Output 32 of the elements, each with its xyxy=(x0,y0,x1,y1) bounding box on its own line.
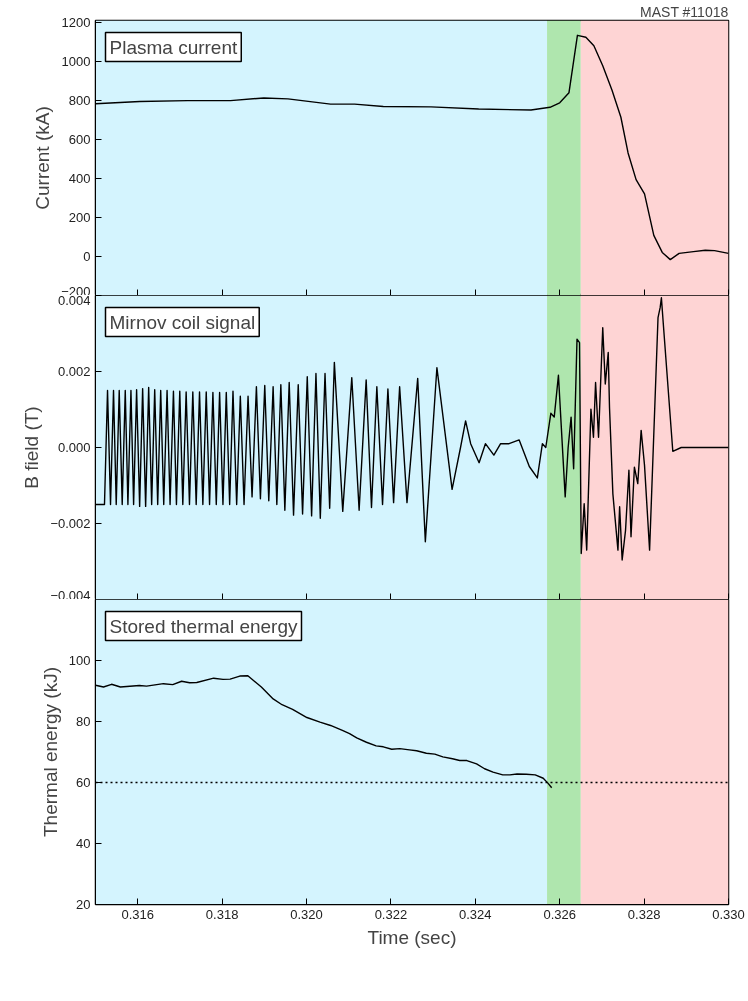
y-tick-label: 20 xyxy=(76,897,91,912)
y-tick-label: 600 xyxy=(68,131,91,147)
y-axis-title: Current (kA) xyxy=(32,106,54,210)
y-tick-label: −0.002 xyxy=(50,516,91,531)
y-tick-label: 400 xyxy=(68,170,91,186)
x-tick-label: 0.324 xyxy=(459,906,492,922)
y-tick-label: 0.002 xyxy=(57,364,91,379)
text: Plasma current xyxy=(109,36,238,58)
y-tick-label: 0 xyxy=(83,248,91,264)
text: Stored thermal energy xyxy=(109,615,298,637)
x-axis-title: Time (sec) xyxy=(367,926,457,948)
text: MAST #11018 xyxy=(640,3,729,20)
x-tick-label: 0.322 xyxy=(374,906,408,922)
y-axis-title: B field (T) xyxy=(21,406,43,489)
x-tick-label: 0.326 xyxy=(543,906,576,922)
y-axis-title: Thermal energy (kJ) xyxy=(39,666,61,837)
x-tick-label: 0.318 xyxy=(205,906,239,922)
y-tick-label: 1000 xyxy=(61,53,91,69)
y-tick-label: 800 xyxy=(68,92,91,108)
y-tick-label: 60 xyxy=(76,775,91,790)
y-tick-label: 0.000 xyxy=(57,440,91,455)
x-tick-label: 0.330 xyxy=(712,906,745,922)
x-tick-label: 0.328 xyxy=(627,906,661,922)
y-tick-label: 40 xyxy=(76,836,91,851)
text: Mirnov coil signal xyxy=(109,311,256,333)
y-tick-label: 80 xyxy=(76,714,91,729)
y-tick-label: 200 xyxy=(68,209,91,225)
y-tick-label: 100 xyxy=(68,653,91,668)
y-tick-label: −0.004 xyxy=(50,587,91,603)
y-tick-label: 1200 xyxy=(61,14,91,30)
x-tick-label: 0.320 xyxy=(290,906,323,922)
x-tick-label: 0.316 xyxy=(121,906,154,922)
